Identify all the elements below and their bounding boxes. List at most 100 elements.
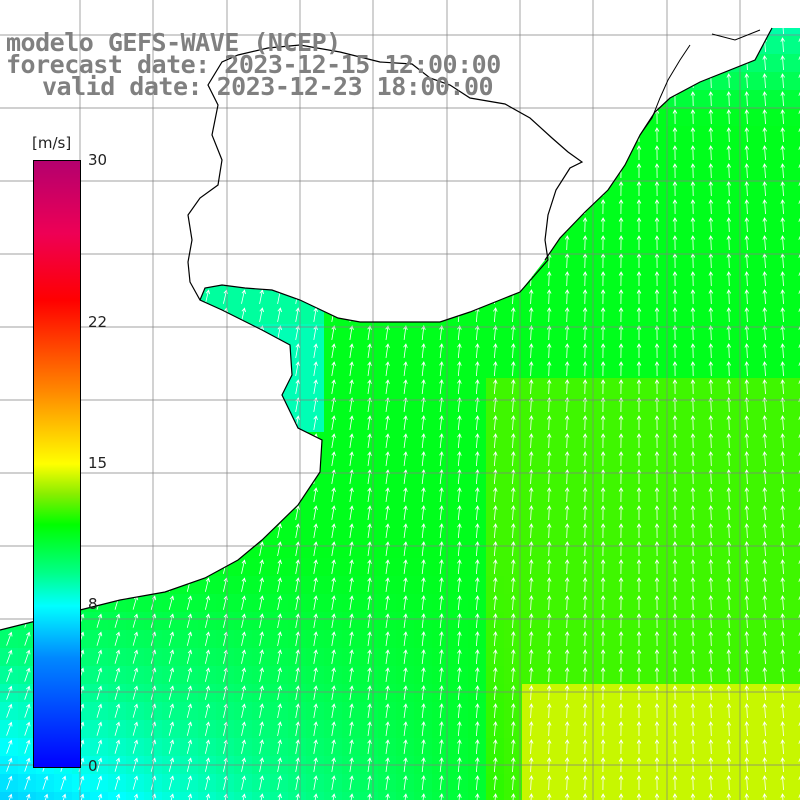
wind-arrow: [510, 649, 516, 665]
wind-speed-cell: [360, 738, 379, 757]
wind-arrow: [349, 469, 354, 484]
wind-speed-cell: [756, 612, 775, 631]
wind-arrow: [385, 739, 390, 754]
wind-arrow: [780, 361, 785, 377]
wind-arrow: [780, 55, 785, 71]
wind-arrow: [367, 325, 372, 340]
wind-speed-cell: [468, 558, 487, 577]
wind-arrow: [780, 505, 785, 521]
wind-speed-cell: [162, 774, 181, 793]
wind-speed-cell: [252, 684, 271, 703]
wind-arrow: [582, 487, 588, 503]
wind-speed-cell: [738, 72, 757, 91]
wind-speed-cell: [450, 684, 469, 703]
wind-arrow: [780, 631, 785, 647]
wind-arrow: [582, 217, 588, 233]
wind-speed-cell: [756, 396, 775, 415]
wind-arrow: [421, 541, 426, 557]
wind-speed-cell: [666, 450, 685, 469]
wind-arrow: [475, 415, 480, 431]
wind-arrow: [385, 559, 390, 574]
wind-speed-cell: [594, 486, 613, 505]
wind-arrow: [708, 505, 714, 521]
wind-speed-cell: [324, 756, 343, 775]
wind-speed-cell: [702, 108, 721, 127]
wind-arrow: [114, 667, 121, 682]
wind-speed-cell: [612, 252, 631, 271]
wind-arrow: [708, 703, 714, 719]
wind-speed-cell: [162, 612, 181, 631]
wind-speed-cell: [468, 720, 487, 739]
wind-arrow: [744, 289, 750, 305]
wind-arrow: [331, 577, 336, 592]
wind-arrow: [421, 379, 426, 395]
wind-speed-cell: [648, 414, 667, 433]
wind-speed-cell: [666, 342, 685, 361]
wind-speed-cell: [468, 648, 487, 667]
wind-arrow: [690, 739, 696, 755]
wind-speed-cell: [18, 702, 37, 721]
wind-arrow: [780, 235, 785, 251]
wind-speed-cell: [432, 558, 451, 577]
wind-speed-cell: [630, 486, 649, 505]
wind-arrow: [780, 433, 785, 449]
wind-speed-cell: [666, 198, 685, 217]
wind-speed-cell: [522, 684, 541, 703]
wind-speed-cell: [432, 612, 451, 631]
wind-speed-cell: [522, 666, 541, 685]
wind-speed-cell: [612, 180, 631, 199]
wind-speed-cell: [324, 414, 343, 433]
wind-speed-cell: [324, 702, 343, 721]
wind-arrow: [313, 415, 318, 430]
wind-arrow: [564, 433, 570, 449]
wind-speed-cell: [756, 414, 775, 433]
wind-speed-cell: [684, 126, 703, 145]
wind-speed-cell: [576, 216, 595, 235]
wind-arrow: [780, 73, 785, 89]
wind-speed-cell: [162, 720, 181, 739]
wind-arrow: [654, 451, 660, 467]
wind-speed-cell: [738, 180, 757, 199]
wind-arrow: [582, 289, 588, 305]
wind-arrow: [349, 451, 354, 466]
wind-speed-cell: [396, 324, 415, 343]
wind-speed-cell: [684, 486, 703, 505]
wind-arrow: [403, 685, 408, 700]
wind-arrow: [421, 343, 426, 359]
wind-speed-cell: [594, 594, 613, 613]
wind-speed-cell: [612, 774, 631, 793]
wind-arrow: [672, 541, 678, 557]
wind-speed-cell: [756, 684, 775, 703]
wind-speed-cell: [594, 360, 613, 379]
wind-speed-cell: [558, 306, 577, 325]
wind-arrow: [546, 595, 552, 611]
wind-speed-cell: [504, 720, 523, 739]
wind-arrow: [690, 271, 696, 287]
wind-speed-cell: [792, 666, 800, 685]
wind-arrow: [672, 433, 678, 449]
wind-speed-cell: [774, 522, 793, 541]
wind-speed-cell: [540, 774, 559, 793]
wind-speed-cell: [360, 684, 379, 703]
border-line: [639, 44, 691, 136]
wind-arrow: [618, 505, 624, 521]
wind-speed-cell: [594, 792, 613, 800]
wind-speed-cell: [630, 162, 649, 181]
wind-arrow: [528, 415, 534, 431]
wind-speed-cell: [702, 594, 721, 613]
wind-speed-cell: [234, 756, 253, 775]
wind-arrow: [421, 739, 426, 755]
wind-speed-cell: [594, 288, 613, 307]
wind-arrow: [168, 613, 175, 628]
wind-speed-cell: [774, 558, 793, 577]
wind-arrow: [349, 361, 354, 376]
wind-arrow: [798, 469, 800, 485]
wind-arrow: [349, 379, 354, 394]
wind-arrow: [367, 685, 372, 700]
wind-speed-cell: [540, 414, 559, 433]
wind-speed-cell: [684, 738, 703, 757]
wind-speed-cell: [702, 738, 721, 757]
wind-speed-cell: [396, 540, 415, 559]
wind-arrow: [654, 343, 660, 359]
wind-speed-cell: [738, 342, 757, 361]
